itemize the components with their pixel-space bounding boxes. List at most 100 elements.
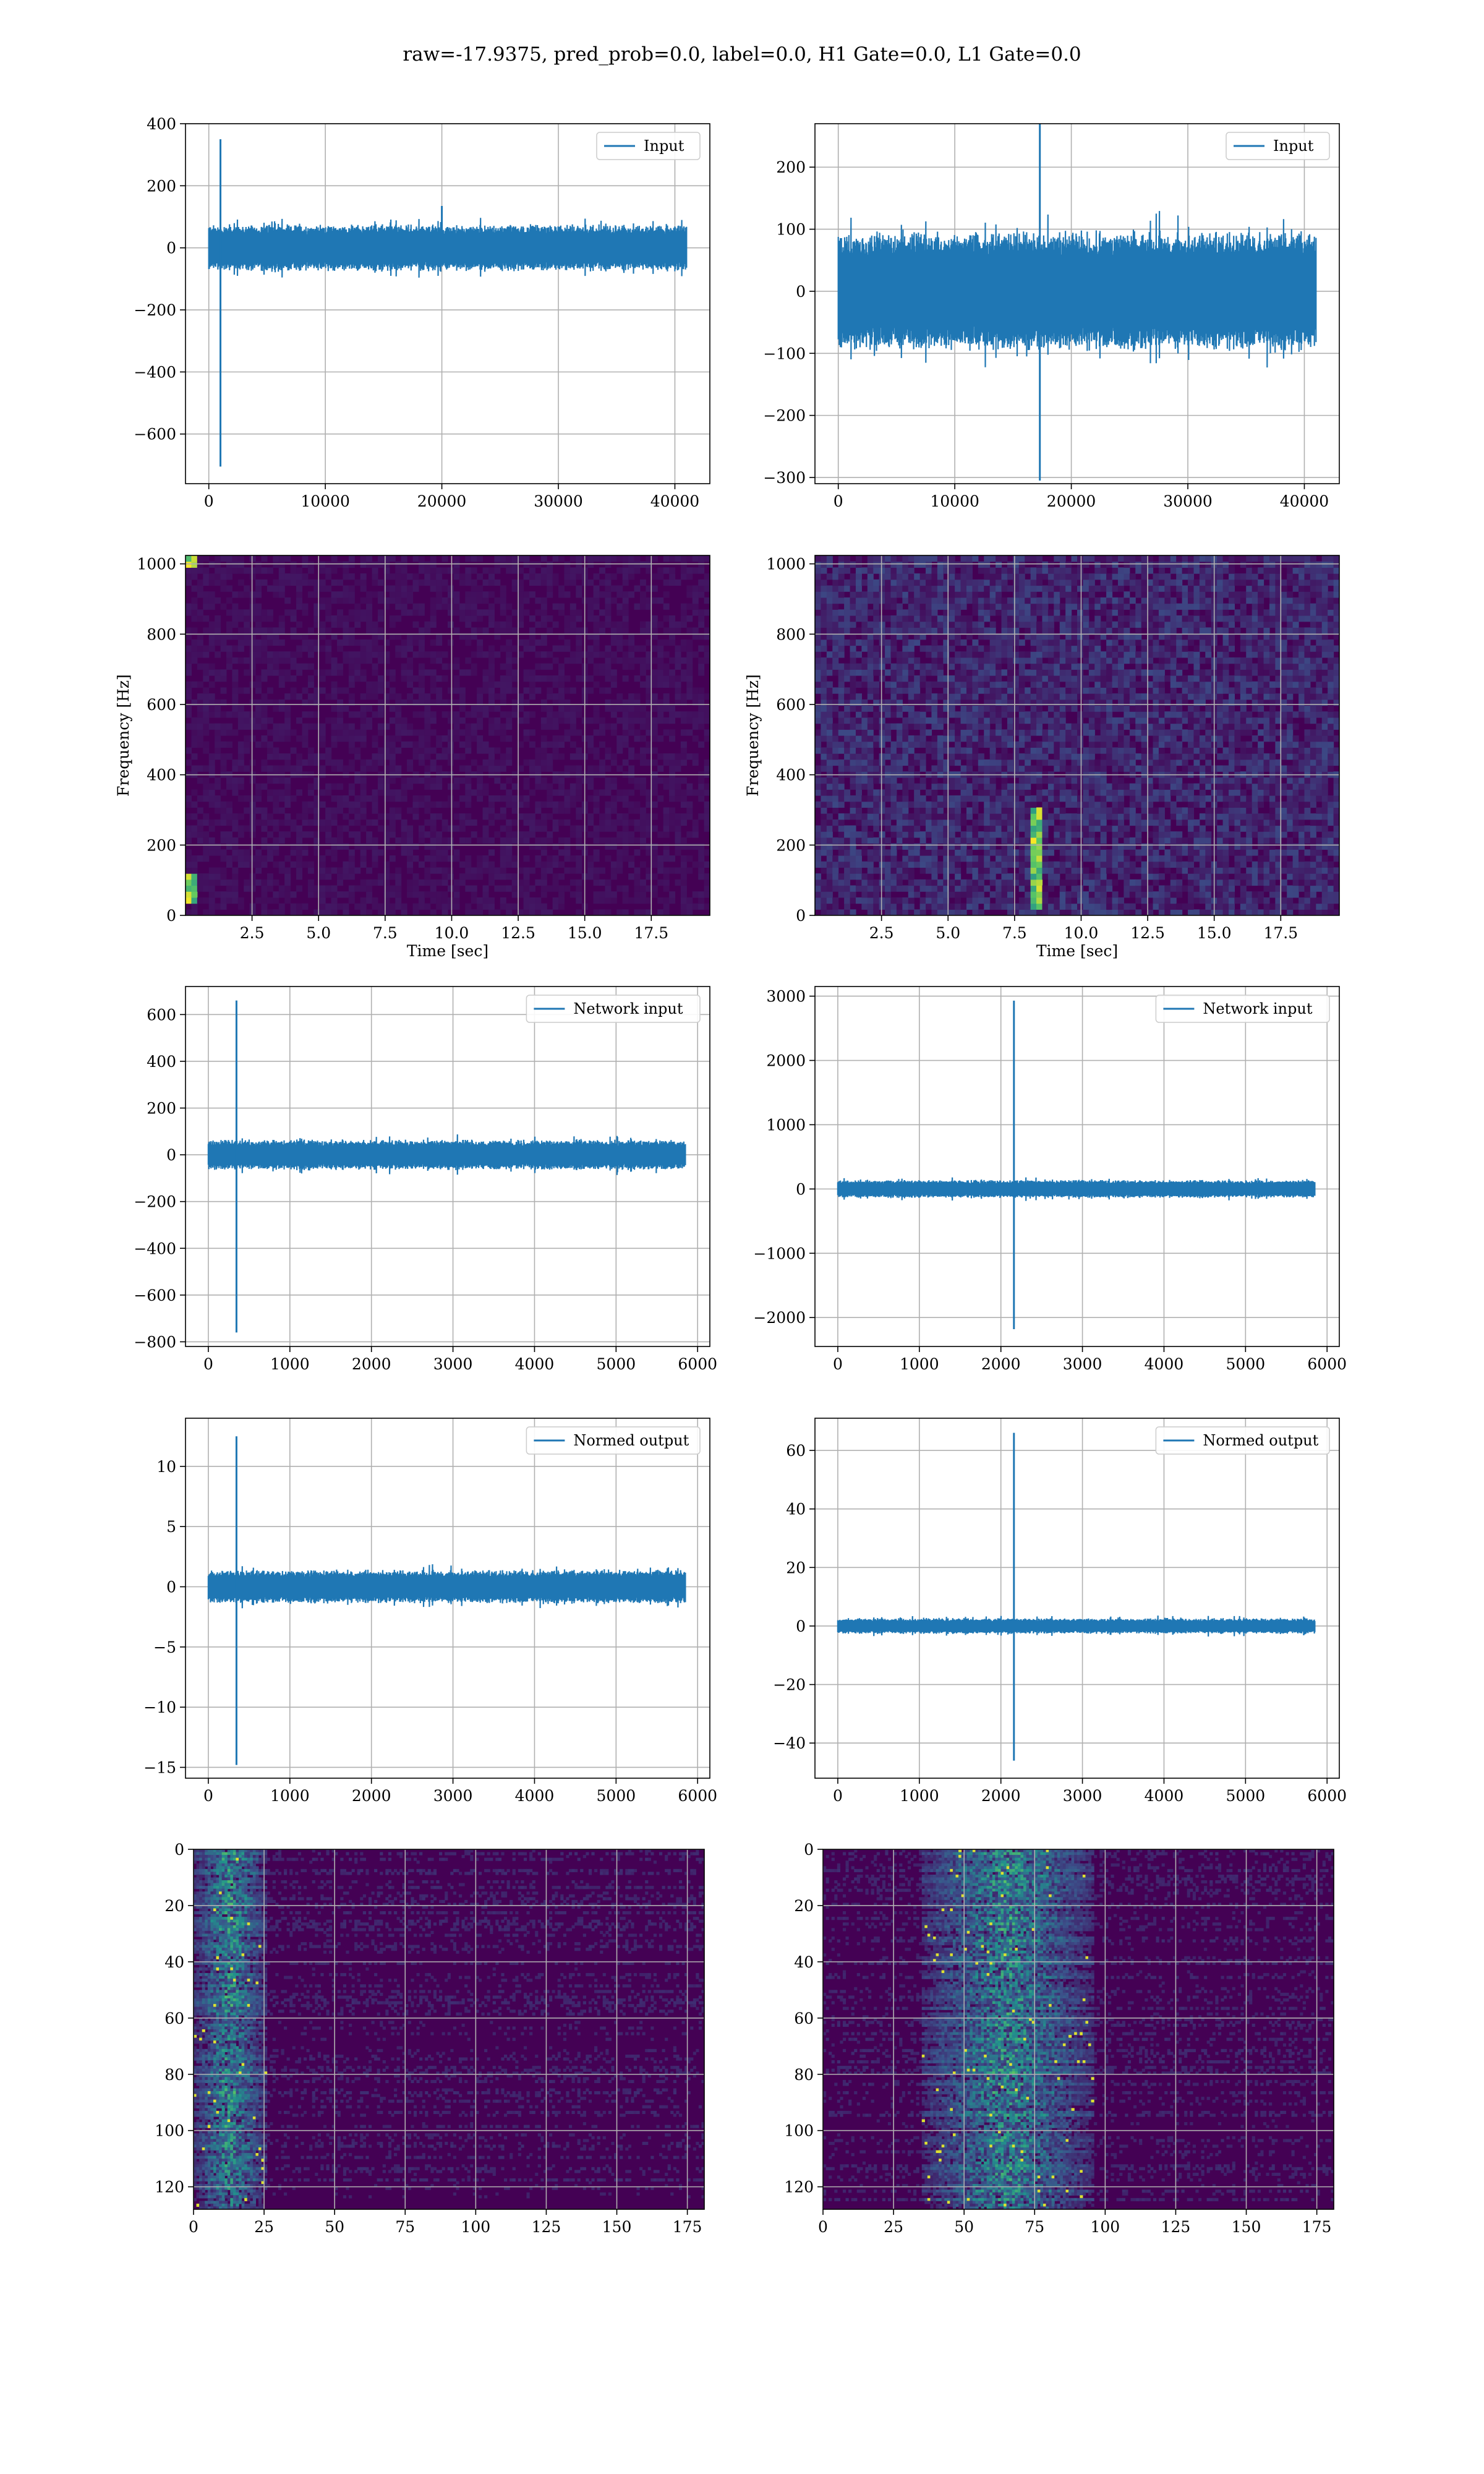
heatmap-cell: [850, 873, 856, 880]
heatmap-cell: [943, 591, 950, 598]
heatmap-cell: [949, 885, 955, 892]
heatmap-cell: [319, 825, 326, 832]
heatmap-cell: [692, 759, 699, 766]
heatmap-cell: [506, 747, 513, 754]
heatmap-cell: [547, 801, 553, 808]
heatmap-cell: [418, 795, 425, 802]
heatmap-cell: [651, 777, 658, 784]
heatmap-cell: [535, 675, 542, 682]
heatmap-cell: [511, 627, 518, 634]
heatmap-cell: [984, 831, 991, 838]
heatmap-cell: [203, 627, 210, 634]
heatmap-cell: [249, 633, 256, 640]
heatmap-cell: [704, 633, 710, 640]
heatmap-cell: [855, 777, 862, 784]
heatmap-cell: [523, 855, 530, 862]
heatmap-cell: [255, 717, 262, 724]
heatmap-cell: [861, 645, 868, 652]
heatmap-cell: [226, 819, 232, 826]
heatmap-cell: [610, 639, 617, 646]
heatmap-cell: [815, 837, 822, 844]
heatmap-cell: [220, 837, 227, 844]
heatmap-cell: [477, 735, 484, 742]
heatmap-cell: [984, 597, 991, 604]
heatmap-cell: [407, 657, 414, 664]
heatmap-cell: [325, 645, 332, 652]
heatmap-cell: [1001, 777, 1008, 784]
heatmap-cell: [197, 711, 203, 718]
heatmap-cell: [302, 903, 309, 910]
heatmap-cell: [972, 693, 979, 700]
heatmap-cell: [1001, 711, 1008, 718]
heatmap-cell: [937, 819, 944, 826]
heatmap-cell: [616, 657, 623, 664]
heatmap-cell: [966, 741, 973, 748]
heatmap-cell: [430, 675, 437, 682]
heatmap-cell: [366, 765, 373, 772]
heatmap-cell: [296, 759, 303, 766]
heatmap-cell: [943, 897, 950, 904]
heatmap-cell: [313, 801, 320, 808]
heatmap-cell: [996, 855, 1002, 862]
heatmap-cell: [943, 795, 950, 802]
heatmap-cell: [430, 717, 437, 724]
heatmap-cell: [203, 651, 210, 658]
heatmap-cell: [424, 717, 431, 724]
heatmap-cell: [500, 663, 506, 670]
heatmap-cell: [267, 567, 273, 574]
heatmap-cell: [850, 783, 856, 790]
heatmap-cell: [628, 729, 635, 736]
heatmap-cell: [698, 561, 705, 568]
heatmap-cell: [960, 687, 967, 694]
heatmap-cell: [850, 585, 856, 592]
series-line: [837, 211, 1317, 368]
x-tick-label: 30000: [534, 492, 583, 510]
heatmap-cell: [605, 753, 612, 760]
heatmap-cell: [407, 759, 414, 766]
heatmap-cell: [465, 873, 472, 880]
heatmap-cell: [943, 759, 950, 766]
heatmap-cell: [926, 561, 932, 568]
heatmap-cell: [885, 861, 892, 868]
heatmap-cell: [989, 627, 996, 634]
heatmap-cell: [494, 567, 501, 574]
heatmap-cell: [955, 849, 962, 856]
heatmap-cell: [482, 675, 489, 682]
heatmap-cell: [1001, 897, 1008, 904]
heatmap-cell: [511, 675, 518, 682]
heatmap-cell: [488, 909, 495, 915]
heatmap-cell: [343, 687, 349, 694]
heatmap-cell: [302, 633, 309, 640]
heatmap-cell: [605, 777, 612, 784]
heatmap-cell: [651, 783, 658, 790]
heatmap-cell: [937, 711, 944, 718]
heatmap-cell: [203, 765, 210, 772]
heatmap-cell: [494, 873, 501, 880]
heatmap-cell: [669, 753, 676, 760]
heatmap-cell: [821, 609, 827, 616]
heatmap-cell: [943, 579, 950, 586]
heatmap-cell: [465, 615, 472, 622]
heatmap-cell: [226, 831, 232, 838]
heatmap-cell: [826, 699, 833, 706]
heatmap-cell: [989, 891, 996, 898]
heatmap-cell: [488, 837, 495, 844]
heatmap-cell: [465, 777, 472, 784]
heatmap-cell: [937, 909, 944, 915]
heatmap-cell: [867, 633, 874, 640]
heatmap-cell: [307, 567, 314, 574]
heatmap-cell: [441, 903, 448, 910]
heatmap-cell: [377, 825, 384, 832]
heatmap-cell: [389, 873, 396, 880]
heatmap-cell: [477, 903, 484, 910]
heatmap-cell: [377, 615, 384, 622]
heatmap-cell: [890, 675, 897, 682]
heatmap-cell: [547, 765, 553, 772]
heatmap-cell: [896, 555, 903, 562]
heatmap-cell: [826, 747, 833, 754]
heatmap-cell: [436, 585, 443, 592]
heatmap-cell: [197, 633, 203, 640]
heatmap-cell: [506, 669, 513, 676]
heatmap-cell: [1013, 603, 1020, 610]
heatmap-cell: [949, 819, 955, 826]
